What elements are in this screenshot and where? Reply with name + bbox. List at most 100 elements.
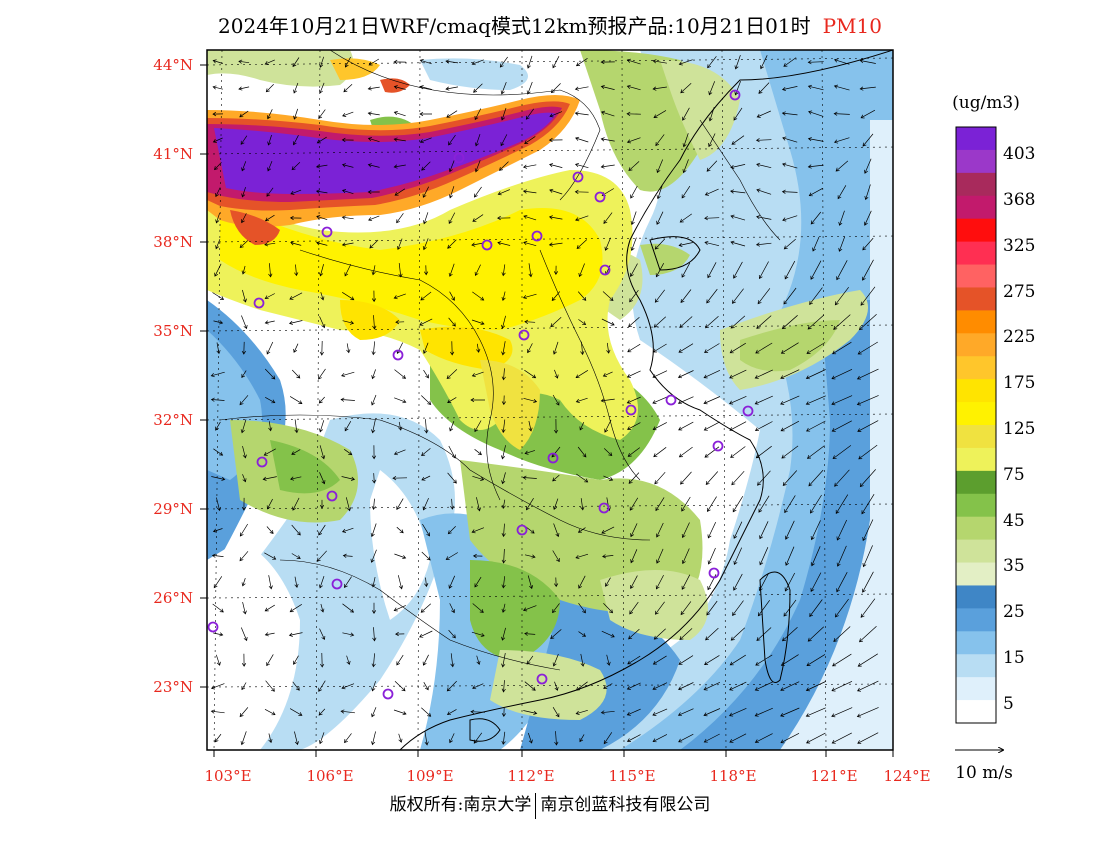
wind-arrow [574,189,589,194]
wind-arrow [319,499,325,509]
wind-arrow [241,577,246,587]
wind-arrow [501,680,506,693]
wind-arrow [526,55,533,69]
graticule [206,49,894,751]
wind-arrow [288,320,303,325]
legend-label: 225 [1003,327,1035,347]
wind-arrow [576,473,589,483]
wind-arrow [859,58,876,64]
wind-arrow [526,498,534,511]
wind-arrow [210,371,225,378]
wind-arrow [419,318,433,326]
wind-arrow [527,575,534,590]
wind-arrow [626,58,641,65]
legend-color-swatch [956,608,996,632]
wind-arrow [448,263,455,277]
wind-arrow [474,108,482,121]
wind-arrow [630,185,638,199]
wind-arrow [831,420,852,432]
wind-arrow [782,470,798,487]
wind-arrow [526,655,534,665]
wind-arrow [679,628,693,641]
lon-label: 115°E [608,767,655,785]
wind-arrow [344,576,352,588]
wind-arrow [421,551,431,561]
wind-arrow [758,82,770,94]
wind-arrow [605,577,611,587]
wind-arrow [523,241,537,247]
wind-arrow [809,599,823,618]
wind-arrow [239,395,249,406]
wind-arrow [211,476,226,481]
wind-arrow [291,162,301,171]
wind-arrow [398,421,403,431]
wind-arrow [626,84,641,91]
wind-arrow [318,368,326,380]
wind-arrow [652,59,667,64]
wind-arrow [447,239,457,249]
legend-label: 25 [1003,602,1025,622]
wind-arrow [728,707,747,717]
wind-arrow [554,731,559,746]
wind-arrow [732,600,744,616]
wind-arrow [759,547,769,566]
wind-arrow [501,264,506,277]
wind-arrow [807,164,824,169]
copyright-footer: 版权所有:南京大学 南京创蓝科技有限公司 [0,790,1100,819]
wind-arrow [856,395,879,406]
wind-arrow [319,340,324,356]
wind-arrow [423,369,429,379]
lon-label: 121°E [810,767,857,785]
wind-arrow [341,163,354,168]
wind-arrow [210,683,225,690]
wind-arrow [315,189,328,194]
wind-arrow [656,548,664,564]
wind-arrow [240,419,247,434]
wind-arrow [732,496,744,513]
wind-arrow [834,286,849,306]
wind-arrow [268,575,273,590]
wind-arrow [703,396,721,405]
wind-arrow [731,470,745,486]
wind-arrow [630,263,638,277]
wind-arrow [754,681,773,691]
wind-arrow [318,396,325,404]
wind-arrow [551,446,561,458]
wind-arrow [214,263,222,277]
axis-ticks [200,64,894,757]
wind-arrow [471,631,485,638]
wind-arrow [832,445,852,459]
wind-arrow [704,655,720,665]
wind-arrow [242,474,247,483]
wind-arrow [784,260,796,280]
wind-arrow [548,215,563,220]
wind-arrow [318,732,325,745]
wind-arrow [628,316,640,328]
wind-arrow [500,445,506,460]
wind-arrow [242,446,247,459]
wind-arrow [264,242,276,247]
wind-arrow [371,498,376,510]
wind-arrow [371,681,376,692]
wind-arrow [448,134,456,146]
wind-arrow [293,108,299,120]
wind-arrow [340,709,355,714]
wind-arrow [473,732,483,744]
legend-color-swatch [956,447,996,472]
wind-arrow [291,449,301,455]
wind-arrow [754,421,773,432]
wind-arrow [603,732,613,745]
wind-arrow [831,732,852,744]
wind-arrow [831,395,853,406]
wind-arrow [240,135,248,145]
wind-arrow [472,683,484,690]
wind-arrow [630,549,638,564]
wind-arrow [294,264,299,277]
wind-arrow [627,655,641,665]
wind-arrow [319,472,326,485]
wind-arrow [707,496,717,512]
wind-arrow [678,343,694,353]
wind-arrow [240,627,248,642]
wind-arrow [396,213,404,224]
map-frame [206,49,894,751]
